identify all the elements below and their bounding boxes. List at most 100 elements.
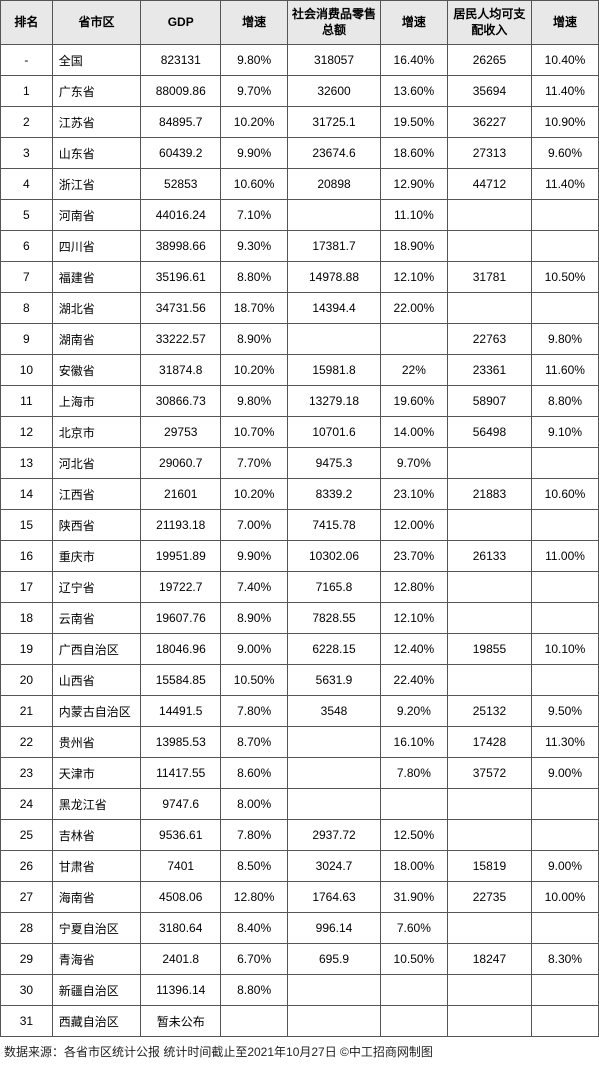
cell-income: 58907 (447, 386, 531, 417)
cell-income: 26133 (447, 541, 531, 572)
cell-income: 35694 (447, 76, 531, 107)
cell-rank: 6 (1, 231, 53, 262)
cell-gdp: 3180.64 (141, 913, 221, 944)
cell-income: 31781 (447, 262, 531, 293)
cell-retail (288, 727, 381, 758)
cell-g3 (532, 293, 599, 324)
cell-g1: 8.40% (221, 913, 288, 944)
cell-gdp: 33222.57 (141, 324, 221, 355)
table-row: 30新疆自治区11396.148.80% (1, 975, 599, 1006)
cell-g3 (532, 975, 599, 1006)
cell-rank: 15 (1, 510, 53, 541)
cell-g1: 6.70% (221, 944, 288, 975)
cell-g1: 9.30% (221, 231, 288, 262)
cell-gdp: 暂未公布 (141, 1006, 221, 1037)
cell-g2: 7.60% (380, 913, 447, 944)
cell-income: 22735 (447, 882, 531, 913)
cell-gdp: 19607.76 (141, 603, 221, 634)
cell-rank: 22 (1, 727, 53, 758)
table-row: 18云南省19607.768.90%7828.5512.10% (1, 603, 599, 634)
cell-income: 26265 (447, 45, 531, 76)
table-row: 4浙江省5285310.60%2089812.90%4471211.40% (1, 169, 599, 200)
cell-gdp: 13985.53 (141, 727, 221, 758)
cell-g1: 8.50% (221, 851, 288, 882)
cell-g2 (380, 789, 447, 820)
cell-income: 18247 (447, 944, 531, 975)
cell-g1: 9.90% (221, 541, 288, 572)
cell-gdp: 19722.7 (141, 572, 221, 603)
cell-income: 25132 (447, 696, 531, 727)
cell-retail (288, 758, 381, 789)
cell-g3 (532, 1006, 599, 1037)
cell-g3 (532, 820, 599, 851)
cell-g1: 8.80% (221, 975, 288, 1006)
cell-retail: 7415.78 (288, 510, 381, 541)
cell-retail: 20898 (288, 169, 381, 200)
table-row: 27海南省4508.0612.80%1764.6331.90%2273510.0… (1, 882, 599, 913)
cell-income: 37572 (447, 758, 531, 789)
table-row: 12北京市2975310.70%10701.614.00%564989.10% (1, 417, 599, 448)
cell-gdp: 88009.86 (141, 76, 221, 107)
cell-income: 22763 (447, 324, 531, 355)
cell-g3: 10.50% (532, 262, 599, 293)
cell-g2: 12.10% (380, 262, 447, 293)
cell-income: 27313 (447, 138, 531, 169)
cell-gdp: 35196.61 (141, 262, 221, 293)
cell-g3: 9.50% (532, 696, 599, 727)
cell-g1: 9.70% (221, 76, 288, 107)
table-row: 14江西省2160110.20%8339.223.10%2188310.60% (1, 479, 599, 510)
cell-retail: 695.9 (288, 944, 381, 975)
cell-retail: 2937.72 (288, 820, 381, 851)
table-row: 23天津市11417.558.60%7.80%375729.00% (1, 758, 599, 789)
cell-rank: 12 (1, 417, 53, 448)
cell-income: 56498 (447, 417, 531, 448)
cell-g2: 12.40% (380, 634, 447, 665)
cell-g1: 10.20% (221, 107, 288, 138)
cell-g1: 12.80% (221, 882, 288, 913)
cell-retail: 31725.1 (288, 107, 381, 138)
cell-rank: 16 (1, 541, 53, 572)
data-source-note: 数据来源：各省市区统计公报 统计时间截止至2021年10月27日 ©中工招商网制… (0, 1037, 599, 1066)
cell-g3 (532, 665, 599, 696)
cell-g2: 23.10% (380, 479, 447, 510)
cell-rank: 8 (1, 293, 53, 324)
cell-region: 福建省 (52, 262, 141, 293)
cell-gdp: 44016.24 (141, 200, 221, 231)
cell-g1: 7.70% (221, 448, 288, 479)
cell-gdp: 30866.73 (141, 386, 221, 417)
cell-g3 (532, 603, 599, 634)
cell-region: 北京市 (52, 417, 141, 448)
cell-region: 云南省 (52, 603, 141, 634)
cell-income (447, 789, 531, 820)
cell-retail: 14394.4 (288, 293, 381, 324)
cell-income: 21883 (447, 479, 531, 510)
table-row: 31西藏自治区暂未公布 (1, 1006, 599, 1037)
cell-g3: 11.40% (532, 169, 599, 200)
cell-gdp: 31874.8 (141, 355, 221, 386)
cell-income (447, 510, 531, 541)
cell-g2: 14.00% (380, 417, 447, 448)
cell-g3: 8.30% (532, 944, 599, 975)
cell-g1: 10.50% (221, 665, 288, 696)
table-row: 3山东省60439.29.90%23674.618.60%273139.60% (1, 138, 599, 169)
cell-g1: 10.60% (221, 169, 288, 200)
cell-g2: 18.60% (380, 138, 447, 169)
cell-rank: 9 (1, 324, 53, 355)
cell-g3: 10.10% (532, 634, 599, 665)
cell-g1: 7.40% (221, 572, 288, 603)
cell-gdp: 29753 (141, 417, 221, 448)
cell-gdp: 9747.6 (141, 789, 221, 820)
cell-income (447, 1006, 531, 1037)
cell-rank: 11 (1, 386, 53, 417)
cell-income: 36227 (447, 107, 531, 138)
col-header-g2: 增速 (380, 1, 447, 45)
cell-region: 浙江省 (52, 169, 141, 200)
cell-g2: 18.00% (380, 851, 447, 882)
cell-g2: 13.60% (380, 76, 447, 107)
cell-gdp: 4508.06 (141, 882, 221, 913)
cell-rank: 21 (1, 696, 53, 727)
col-header-region: 省市区 (52, 1, 141, 45)
cell-g2: 23.70% (380, 541, 447, 572)
cell-rank: 24 (1, 789, 53, 820)
cell-g3: 8.80% (532, 386, 599, 417)
